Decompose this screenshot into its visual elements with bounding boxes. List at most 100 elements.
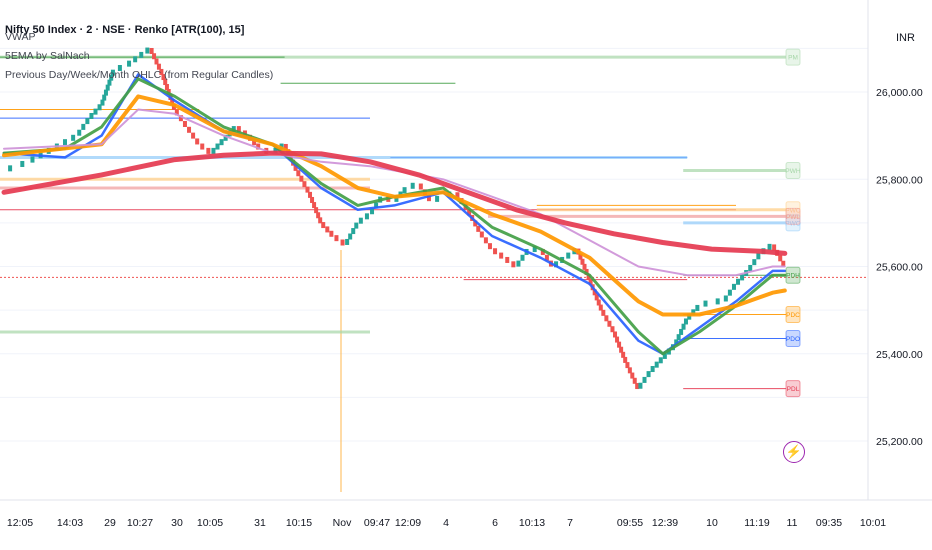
renko-brick-down xyxy=(540,248,545,255)
renko-brick-down xyxy=(479,231,484,238)
renko-brick-down xyxy=(580,258,585,265)
renko-brick-up xyxy=(370,208,375,215)
price-tick-label: 26,000.00 xyxy=(876,87,923,99)
time-tick-label: 11:19 xyxy=(744,517,770,529)
renko-brick-down xyxy=(149,47,154,54)
renko-brick-down xyxy=(252,139,257,146)
renko-brick-up xyxy=(81,123,86,130)
renko-brick-down xyxy=(182,120,187,127)
indicator-line-3 xyxy=(3,108,786,277)
renko-brick-down xyxy=(170,98,175,105)
renko-brick-down xyxy=(191,132,196,139)
renko-brick-down xyxy=(321,222,326,229)
renko-brick-down xyxy=(476,225,481,232)
renko-brick-up xyxy=(145,47,150,54)
renko-brick-down xyxy=(200,143,205,150)
price-tick-label: 25,200.00 xyxy=(876,436,923,448)
time-tick-label: 29 xyxy=(104,517,116,529)
renko-brick-down xyxy=(627,367,632,374)
renko-brick-down xyxy=(505,256,510,263)
renko-brick-down xyxy=(623,356,628,363)
time-tick-label: 12:39 xyxy=(652,517,678,529)
renko-brick-up xyxy=(89,112,94,119)
renko-brick-down xyxy=(635,383,640,390)
renko-brick-up xyxy=(20,160,25,167)
renko-brick-up xyxy=(8,165,13,172)
level-tag-box xyxy=(785,207,801,225)
time-tick-label: 31 xyxy=(254,517,266,529)
time-tick-label: 14:03 xyxy=(57,517,83,529)
time-tick-label: 09:47 xyxy=(364,517,390,529)
indicator-line-0 xyxy=(2,73,787,356)
renko-brick-down xyxy=(296,170,301,177)
renko-brick-up xyxy=(107,79,112,86)
level-tag: PWL xyxy=(785,207,801,225)
renko-brick-down xyxy=(325,226,330,233)
legend-vwap[interactable]: VWAP xyxy=(5,31,36,43)
legend-5ema[interactable]: 5EMA by SalNach xyxy=(5,50,90,62)
renko-brick-down xyxy=(613,331,618,338)
lightning-icon[interactable]: ⚡ xyxy=(783,441,805,463)
renko-brick-down xyxy=(340,239,345,246)
indicator-line-2 xyxy=(2,94,787,317)
renko-brick-up xyxy=(748,264,753,271)
renko-brick-down xyxy=(483,237,488,244)
level-tag-label: PM xyxy=(788,55,798,62)
time-tick-label: Nov xyxy=(333,517,352,529)
price-tick-label: 25,800.00 xyxy=(876,174,923,186)
indicator-line-1 xyxy=(2,77,787,356)
renko-brick-down xyxy=(310,196,315,203)
renko-brick-down xyxy=(596,299,601,306)
renko-brick-down xyxy=(511,261,516,268)
renko-brick-up xyxy=(102,94,107,101)
renko-brick-down xyxy=(334,235,339,242)
renko-brick-up xyxy=(703,300,708,307)
renko-brick-up xyxy=(731,283,736,290)
renko-brick-up xyxy=(77,129,82,136)
renko-brick-down xyxy=(772,244,777,251)
renko-brick-up xyxy=(97,104,102,111)
renko-brick-down xyxy=(586,274,591,281)
renko-brick-down xyxy=(163,79,168,86)
level-tag-label: PDO xyxy=(786,336,800,343)
currency-label[interactable]: INR xyxy=(896,32,915,44)
time-tick-label: 10:01 xyxy=(860,517,886,529)
time-tick-label: 30 xyxy=(171,517,183,529)
renko-brick-down xyxy=(302,181,307,188)
level-tag-label: PDL xyxy=(787,386,800,393)
renko-brick-up xyxy=(752,259,757,266)
renko-brick-up xyxy=(109,74,114,81)
renko-brick-down xyxy=(316,212,321,219)
renko-brick-down xyxy=(544,254,549,261)
renko-brick-down xyxy=(592,289,597,296)
renko-brick-down xyxy=(625,362,630,369)
renko-brick-up xyxy=(662,352,667,359)
renko-brick-up xyxy=(63,139,67,146)
renko-brick-up xyxy=(354,222,359,229)
renko-brick-down xyxy=(578,253,583,260)
renko-brick-up xyxy=(727,289,732,296)
renko-brick-down xyxy=(473,220,478,227)
price-tick-label: 25,600.00 xyxy=(876,262,923,274)
price-axis: 26,000.00 25,800.00 25,600.00 25,400.00 25,2… xyxy=(876,87,923,448)
renko-brick-up xyxy=(223,134,228,141)
renko-brick-down xyxy=(329,230,334,237)
renko-brick-down xyxy=(781,260,786,267)
renko-brick-up xyxy=(642,376,647,383)
renko-brick-down xyxy=(630,372,635,379)
level-tag-box xyxy=(785,162,801,180)
renko-brick-down xyxy=(187,126,192,133)
legend-ohlc[interactable]: Previous Day/Week/Month OHLC (from Regul… xyxy=(5,69,274,81)
renko-brick-up xyxy=(117,65,122,72)
renko-brick-up xyxy=(71,134,76,141)
renko-brick-down xyxy=(632,377,637,384)
renko-brick-up xyxy=(676,334,681,341)
renko-brick-up xyxy=(683,318,688,325)
price-tick-label: 25,400.00 xyxy=(876,349,923,361)
renko-brick-up xyxy=(435,195,440,202)
renko-brick-up xyxy=(351,228,356,235)
renko-brick-up xyxy=(105,84,110,91)
renko-brick-up xyxy=(650,366,655,373)
